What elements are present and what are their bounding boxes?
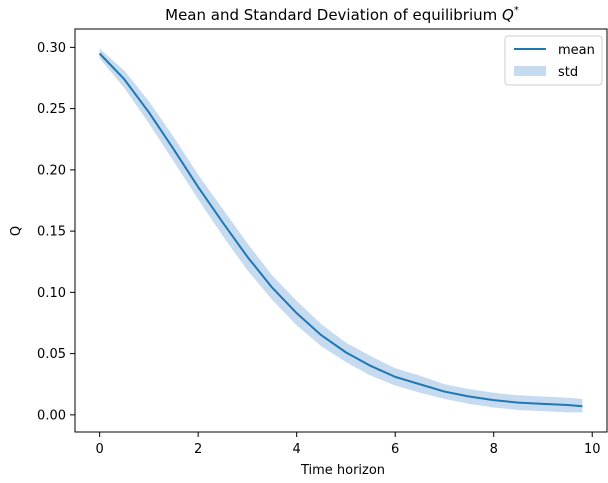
- y-tick-label: 0.25: [37, 102, 66, 117]
- y-tick-label: 0.00: [37, 408, 66, 423]
- chart-title-symbol: Q: [502, 6, 514, 24]
- chart-title-superscript: *: [514, 5, 519, 16]
- y-tick-label: 0.20: [37, 163, 66, 178]
- legend-std-swatch: [514, 66, 546, 76]
- plot-area: [98, 48, 583, 413]
- y-axis-ticks: 0.00 0.05 0.10 0.15 0.20 0.25 0.30: [37, 41, 75, 423]
- std-band: [99, 48, 583, 413]
- y-tick-label: 0.05: [37, 347, 66, 362]
- x-tick-label: 10: [584, 442, 601, 457]
- y-tick-label: 0.10: [37, 286, 66, 301]
- chart-title-text: Mean and Standard Deviation of equilibri…: [165, 6, 502, 24]
- legend-mean-label: mean: [558, 43, 595, 58]
- x-tick-label: 4: [293, 442, 301, 457]
- x-tick-label: 8: [490, 442, 498, 457]
- mean-line: [98, 52, 583, 408]
- x-tick-label: 6: [391, 442, 399, 457]
- x-tick-label: 2: [194, 442, 202, 457]
- axes-frame: [74, 28, 608, 433]
- x-axis-ticks: 0 2 4 6 8 10: [95, 432, 600, 457]
- legend-std-label: std: [558, 65, 578, 80]
- chart-title: Mean and Standard Deviation of equilibri…: [165, 5, 519, 24]
- legend: mean std: [504, 35, 603, 86]
- x-axis-label: Time horizon: [300, 463, 385, 478]
- y-axis-label: Q: [9, 226, 24, 236]
- y-tick-label: 0.30: [37, 41, 66, 56]
- x-tick-label: 0: [95, 442, 103, 457]
- y-tick-label: 0.15: [37, 225, 66, 240]
